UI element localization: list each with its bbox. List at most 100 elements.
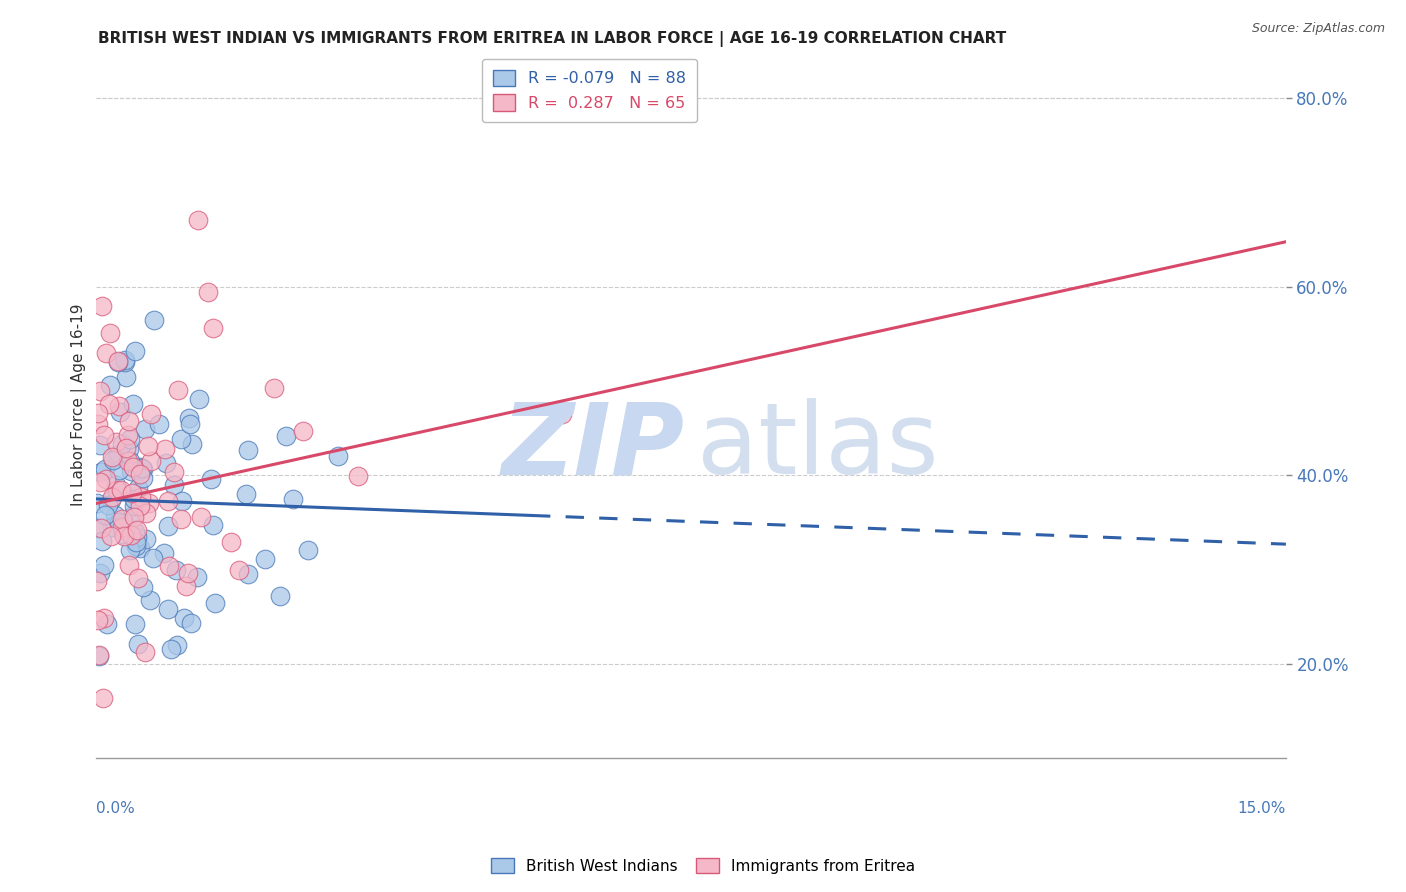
- Point: [114, 516, 136, 530]
- Point: [96, 472, 118, 486]
- Point: [86, 613, 108, 627]
- Point: [107, 355, 129, 369]
- Point: [122, 396, 145, 410]
- Point: [139, 454, 162, 468]
- Point: [90, 299, 112, 313]
- Point: [93, 462, 115, 476]
- Point: [167, 383, 190, 397]
- Point: [132, 580, 155, 594]
- Point: [89, 384, 111, 398]
- Point: [160, 641, 183, 656]
- Point: [228, 563, 250, 577]
- Point: [118, 542, 141, 557]
- Point: [104, 508, 127, 523]
- Point: [87, 648, 110, 663]
- Point: [127, 481, 149, 495]
- Point: [124, 510, 146, 524]
- Point: [112, 527, 135, 541]
- Point: [204, 596, 226, 610]
- Point: [87, 648, 110, 662]
- Point: [121, 486, 143, 500]
- Point: [100, 493, 122, 508]
- Point: [120, 464, 142, 478]
- Point: [110, 483, 132, 498]
- Point: [156, 518, 179, 533]
- Point: [134, 645, 156, 659]
- Point: [326, 449, 349, 463]
- Point: [152, 546, 174, 560]
- Point: [236, 443, 259, 458]
- Point: [91, 691, 114, 706]
- Point: [87, 417, 110, 432]
- Point: [347, 468, 370, 483]
- Point: [131, 460, 153, 475]
- Point: [136, 439, 159, 453]
- Point: [269, 589, 291, 603]
- Point: [105, 478, 128, 492]
- Point: [124, 344, 146, 359]
- Point: [118, 414, 141, 428]
- Text: atlas: atlas: [697, 399, 938, 495]
- Point: [107, 483, 129, 497]
- Point: [89, 566, 111, 581]
- Point: [114, 352, 136, 367]
- Text: BRITISH WEST INDIAN VS IMMIGRANTS FROM ERITREA IN LABOR FORCE | AGE 16-19 CORREL: BRITISH WEST INDIAN VS IMMIGRANTS FROM E…: [98, 31, 1007, 47]
- Point: [297, 542, 319, 557]
- Point: [155, 442, 177, 457]
- Point: [117, 428, 139, 442]
- Point: [170, 494, 193, 508]
- Point: [166, 638, 188, 652]
- Point: [120, 454, 142, 468]
- Point: [101, 452, 124, 467]
- Point: [108, 447, 131, 461]
- Point: [105, 435, 128, 450]
- Point: [107, 399, 129, 413]
- Point: [118, 442, 141, 456]
- Point: [90, 521, 112, 535]
- Point: [100, 490, 122, 504]
- Point: [169, 512, 191, 526]
- Point: [179, 417, 201, 431]
- Point: [235, 487, 257, 501]
- Point: [190, 510, 212, 524]
- Point: [114, 355, 136, 369]
- Point: [281, 492, 304, 507]
- Point: [122, 491, 145, 506]
- Point: [98, 326, 121, 340]
- Legend: R = -0.079   N = 88, R =  0.287   N = 65: R = -0.079 N = 88, R = 0.287 N = 65: [482, 59, 697, 122]
- Point: [105, 449, 128, 463]
- Point: [155, 456, 177, 470]
- Point: [110, 405, 132, 419]
- Point: [200, 472, 222, 486]
- Point: [187, 213, 209, 227]
- Point: [110, 511, 132, 525]
- Point: [86, 521, 108, 535]
- Point: [186, 570, 208, 584]
- Point: [128, 467, 150, 481]
- Point: [128, 460, 150, 475]
- Point: [98, 378, 121, 392]
- Point: [197, 285, 219, 300]
- Point: [94, 346, 117, 360]
- Point: [165, 563, 187, 577]
- Point: [117, 454, 139, 468]
- Point: [89, 438, 111, 452]
- Point: [122, 500, 145, 514]
- Point: [134, 422, 156, 436]
- Point: [121, 508, 143, 523]
- Point: [90, 533, 112, 548]
- Point: [90, 466, 112, 480]
- Point: [115, 442, 138, 456]
- Point: [128, 541, 150, 555]
- Point: [177, 410, 200, 425]
- Point: [142, 551, 165, 566]
- Point: [127, 523, 149, 537]
- Legend: British West Indians, Immigrants from Eritrea: British West Indians, Immigrants from Er…: [485, 852, 921, 880]
- Point: [254, 552, 277, 566]
- Point: [131, 491, 153, 505]
- Point: [201, 518, 224, 533]
- Point: [100, 529, 122, 543]
- Text: 15.0%: 15.0%: [1237, 801, 1286, 816]
- Point: [112, 529, 135, 543]
- Point: [551, 407, 574, 421]
